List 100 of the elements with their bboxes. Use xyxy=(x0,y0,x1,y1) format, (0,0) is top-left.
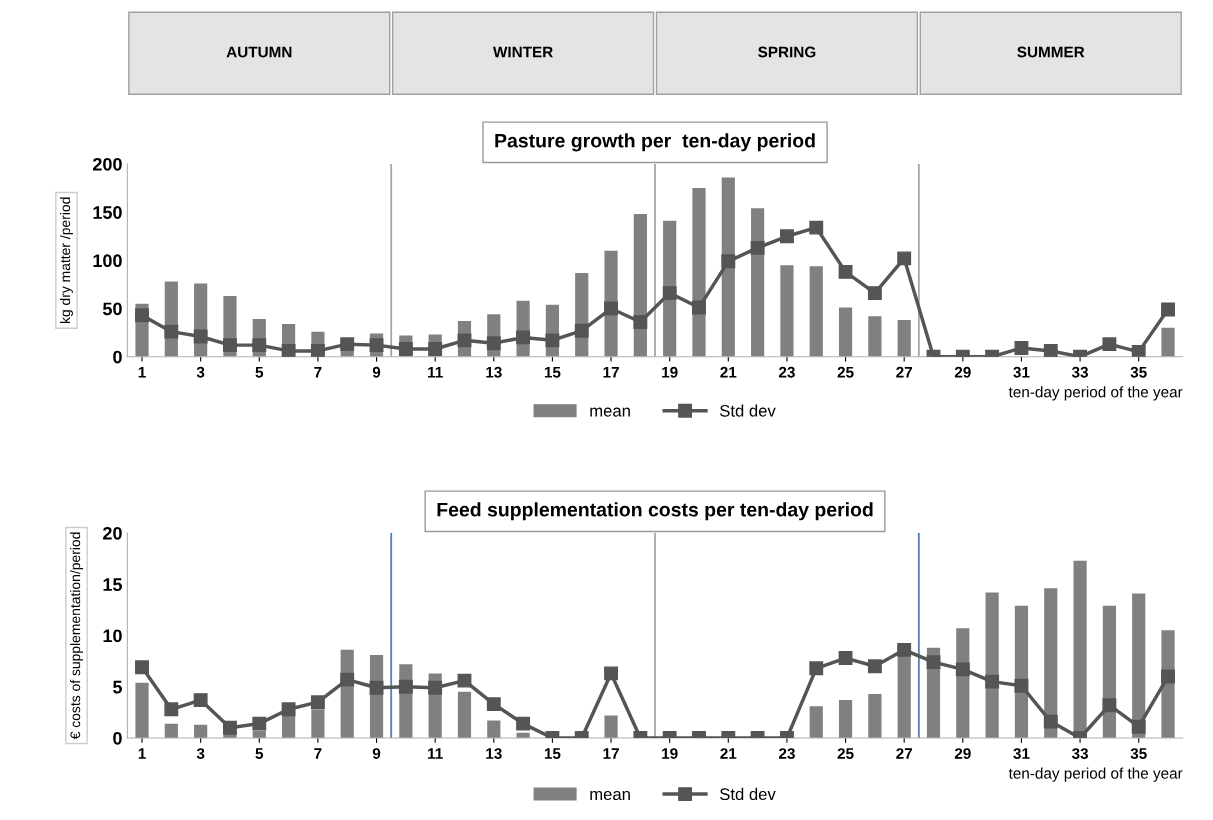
point xyxy=(1102,337,1117,352)
text: SPRING xyxy=(758,46,816,58)
point xyxy=(340,672,355,687)
bar xyxy=(809,266,823,357)
x-tick-label: 1 xyxy=(138,366,146,378)
point xyxy=(1043,714,1058,729)
x-tick-label: 25 xyxy=(837,748,854,759)
point xyxy=(985,674,1000,689)
point xyxy=(1161,302,1175,317)
bar xyxy=(780,265,794,357)
bar xyxy=(897,320,911,357)
x-axis-title: ten-day period of the year xyxy=(1008,767,1183,782)
x-tick-label: 11 xyxy=(428,366,443,378)
x-tick-label: 31 xyxy=(1013,366,1030,378)
text: SUMMER xyxy=(1017,46,1085,58)
bar xyxy=(868,316,882,357)
bar xyxy=(838,700,853,738)
x-tick-label: 35 xyxy=(1130,748,1147,759)
y-tick-label: 10 xyxy=(103,629,122,643)
point xyxy=(516,716,531,731)
point xyxy=(252,338,267,353)
y-axis-title: kg dry matter /period xyxy=(59,197,73,324)
point xyxy=(486,336,501,351)
point xyxy=(1131,344,1146,357)
x-tick-label: 15 xyxy=(544,366,561,378)
point xyxy=(721,254,736,269)
point xyxy=(193,693,208,708)
point xyxy=(164,702,179,717)
chart-title: Feed supplementation costs per ten-day period xyxy=(437,502,873,521)
point xyxy=(662,286,677,301)
point xyxy=(1043,343,1058,357)
x-tick-label: 21 xyxy=(720,366,737,378)
legend-label: Std dev xyxy=(720,404,776,417)
point xyxy=(926,655,941,670)
y-tick-label: 15 xyxy=(103,578,122,591)
x-tick-label: 3 xyxy=(196,748,205,759)
point xyxy=(457,333,472,348)
point xyxy=(574,323,589,338)
legend-label: mean xyxy=(590,407,630,417)
point xyxy=(369,680,384,695)
y-tick-label: 50 xyxy=(102,302,122,316)
bar xyxy=(838,307,853,357)
point xyxy=(692,300,706,315)
point xyxy=(281,702,296,717)
point xyxy=(897,251,912,266)
bar xyxy=(135,682,149,738)
x-tick-label: 5 xyxy=(255,748,264,759)
point xyxy=(310,695,325,710)
bar xyxy=(1161,327,1175,357)
point xyxy=(633,315,648,329)
point xyxy=(135,660,149,675)
x-tick-label: 9 xyxy=(372,748,381,759)
x-tick-label: 29 xyxy=(954,748,971,759)
y-tick-label: 100 xyxy=(93,254,122,268)
x-tick-label: 27 xyxy=(896,366,913,378)
x-tick-label: 33 xyxy=(1071,748,1089,759)
y-tick-label: 20 xyxy=(103,526,122,540)
point xyxy=(223,338,237,353)
point xyxy=(340,337,355,352)
point xyxy=(545,333,560,348)
point xyxy=(1161,669,1175,684)
x-tick-label: 5 xyxy=(255,366,264,378)
y-tick-label: 0 xyxy=(113,350,122,364)
point xyxy=(1014,341,1029,355)
point xyxy=(750,240,765,255)
bar xyxy=(457,691,472,738)
x-tick-label: 13 xyxy=(486,366,502,378)
y-axis-title: € costs of supplementation/period xyxy=(70,532,83,740)
bar xyxy=(868,693,882,738)
point xyxy=(193,329,208,344)
y-tick-label: 5 xyxy=(113,680,122,694)
point xyxy=(955,662,970,677)
point xyxy=(164,324,179,339)
y-tick-label: 0 xyxy=(113,731,122,745)
chart-title: Pasture growth per ten-day period xyxy=(495,133,815,152)
point xyxy=(604,666,618,681)
point xyxy=(838,651,853,665)
x-tick-label: 7 xyxy=(314,366,322,378)
bar xyxy=(721,177,735,357)
text: WINTER xyxy=(492,46,553,58)
bar xyxy=(604,715,618,738)
y-tick-label: 150 xyxy=(93,206,122,219)
legend-label: mean xyxy=(590,790,630,801)
y-tick-label: 200 xyxy=(93,157,122,171)
point xyxy=(135,308,149,323)
x-tick-label: 21 xyxy=(720,748,737,759)
x-tick-label: 3 xyxy=(196,366,205,378)
bar xyxy=(487,720,501,738)
x-tick-label: 33 xyxy=(1071,366,1089,378)
point xyxy=(604,301,618,316)
x-tick-label: 29 xyxy=(954,366,971,378)
point xyxy=(252,716,267,731)
point xyxy=(516,330,531,345)
bar xyxy=(692,188,706,357)
point xyxy=(428,342,443,356)
x-tick-label: 23 xyxy=(778,366,795,378)
bar xyxy=(311,709,325,738)
point xyxy=(486,697,501,712)
x-tick-label: 35 xyxy=(1130,366,1147,378)
legend-label: Std dev xyxy=(720,787,776,801)
